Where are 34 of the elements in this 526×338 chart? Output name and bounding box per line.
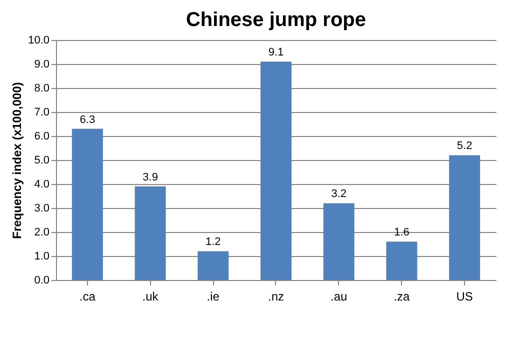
y-tick-label: 7.0	[34, 106, 50, 118]
data-label: 6.3	[80, 114, 96, 126]
data-label: 3.2	[331, 188, 347, 200]
x-tick-label: .nz	[268, 290, 284, 304]
bar	[198, 251, 229, 280]
bar	[134, 186, 166, 280]
x-tick-label: .ca	[79, 290, 96, 304]
x-tick-label: .au	[330, 290, 348, 304]
y-tick-label: 2.0	[34, 226, 50, 238]
y-tick-label: 5.0	[34, 154, 50, 166]
chart-title: Chinese jump rope	[186, 9, 366, 31]
data-label: 1.6	[394, 226, 410, 239]
y-tick-label: 0.0	[34, 274, 50, 286]
x-tick-label: US	[456, 290, 473, 304]
bar	[449, 155, 480, 280]
y-tick-label: 10.0	[28, 34, 50, 46]
data-label: 1.2	[205, 236, 221, 248]
bar	[72, 128, 103, 280]
y-tick-label: 1.0	[34, 250, 50, 262]
x-tick-label: .ie	[206, 290, 220, 304]
data-label: 9.1	[268, 46, 284, 59]
y-tick-label: 8.0	[34, 82, 50, 94]
y-axis-title: Frequency index (x100,000)	[10, 82, 24, 239]
y-tick-label: 3.0	[34, 202, 50, 214]
data-label: 5.2	[456, 140, 472, 152]
bar	[386, 242, 418, 280]
y-tick-label: 6.0	[34, 130, 50, 142]
x-tick-label: .uk	[142, 290, 160, 304]
data-label: 3.9	[142, 171, 158, 184]
y-tick-label: 4.0	[34, 178, 50, 190]
bar	[323, 203, 354, 280]
bar	[260, 62, 292, 280]
y-tick-label: 9.0	[34, 58, 50, 70]
x-tick-label: .za	[394, 290, 410, 304]
